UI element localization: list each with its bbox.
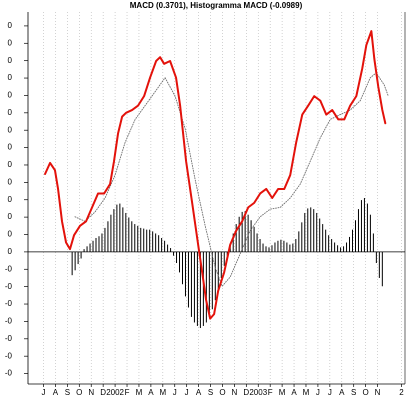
y-tick-label: 0: [8, 247, 13, 256]
y-tick-label: 0: [8, 21, 13, 30]
x-tick-label: 2003: [249, 388, 267, 397]
x-tick-label: J: [173, 388, 177, 397]
x-tick-label: A: [53, 388, 59, 397]
x-tick-label: O: [363, 388, 369, 397]
x-tick-label: O: [219, 388, 225, 397]
y-tick-label: 0: [8, 56, 13, 65]
y-tick-label: 0: [8, 177, 13, 186]
x-tick-label: M: [136, 388, 143, 397]
x-tick-label: S: [351, 388, 356, 397]
x-tick-label: M: [159, 388, 166, 397]
x-tick-label: N: [232, 388, 238, 397]
x-tick-label: J: [42, 388, 46, 397]
x-tick-label: S: [208, 388, 213, 397]
y-tick-label: -0: [5, 282, 13, 291]
y-tick-label: 0: [8, 91, 13, 100]
x-tick-label: O: [76, 388, 82, 397]
y-tick-label: 0: [8, 143, 13, 152]
x-tick-label: S: [65, 388, 70, 397]
y-tick-label: 0: [8, 38, 13, 47]
x-tick-label: A: [291, 388, 297, 397]
y-tick-label: 0: [8, 125, 13, 134]
x-tick-label: 2: [399, 388, 404, 397]
y-tick-label: -0: [5, 299, 13, 308]
x-tick-label: F: [125, 388, 130, 397]
x-tick-label: A: [339, 388, 345, 397]
y-tick-label: -0: [5, 351, 13, 360]
x-tick-label: A: [196, 388, 202, 397]
x-tick-label: D: [100, 388, 106, 397]
x-tick-label: N: [88, 388, 94, 397]
x-tick-label: D: [243, 388, 249, 397]
x-tick-label: J: [328, 388, 332, 397]
y-tick-label: -0: [5, 334, 13, 343]
signal-line: [74, 72, 389, 287]
y-tick-label: -0: [5, 369, 13, 378]
y-tick-label: -0: [5, 317, 13, 326]
x-tick-label: J: [316, 388, 320, 397]
y-tick-label: 0: [8, 108, 13, 117]
y-tick-label: 0: [8, 160, 13, 169]
x-tick-label: M: [279, 388, 286, 397]
x-tick-label: A: [148, 388, 154, 397]
x-tick-label: N: [375, 388, 381, 397]
y-tick-label: -0: [5, 264, 13, 273]
y-tick-label: 0: [8, 73, 13, 82]
x-tick-label: J: [185, 388, 189, 397]
y-tick-label: 0: [8, 195, 13, 204]
x-tick-label: M: [303, 388, 310, 397]
macd-line: [44, 30, 387, 320]
y-tick-label: 0: [8, 230, 13, 239]
chart-title: MACD (0.3701), Histogramma MACD (-0.0989…: [130, 1, 303, 10]
x-tick-label: F: [268, 388, 273, 397]
x-tick-label: 2002: [106, 388, 124, 397]
y-tick-label: 0: [8, 212, 13, 221]
